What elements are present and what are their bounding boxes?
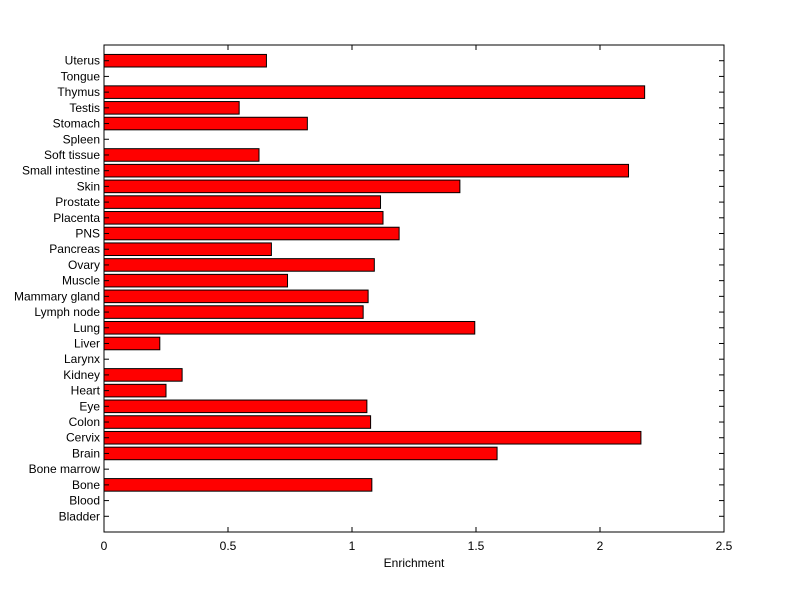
y-tick-label-colon: Colon [69,415,100,429]
bar-placenta [103,211,384,225]
bar-liver [103,336,161,351]
bar-heart [103,383,167,398]
y-tick-label-ovary: Ovary [68,258,100,272]
y-tick-label-lymph-node: Lymph node [34,305,100,319]
y-tick-label-spleen: Spleen [63,132,100,146]
y-tick-label-kidney: Kidney [63,368,100,382]
x-tick-label-4: 2 [597,539,604,553]
y-tick-label-bone-marrow: Bone marrow [29,462,101,476]
y-tick-label-tongue: Tongue [61,69,101,83]
y-tick-label-larynx: Larynx [64,352,100,366]
bar-colon [103,415,372,429]
bar-lymph-node [103,305,364,319]
y-tick-label-skin: Skin [77,179,100,193]
y-tick-label-liver: Liver [74,336,100,350]
plot-frame [103,44,725,533]
bar-prostate [103,195,382,209]
y-tick-label-placenta: Placenta [53,211,100,225]
y-tick-label-muscle: Muscle [62,274,100,288]
x-tick-label-1: 0.5 [220,539,237,553]
y-tick-label-cervix: Cervix [66,431,100,445]
y-tick-label-heart: Heart [71,384,101,398]
y-tick-label-pns: PNS [75,227,100,241]
x-tick-label-5: 2.5 [716,539,733,553]
y-tick-label-blood: Blood [69,494,100,508]
y-tick-label-uterus: Uterus [65,54,100,68]
bar-eye [103,399,368,414]
bar-skin [103,179,461,194]
y-tick-label-stomach: Stomach [53,117,100,131]
y-tick-label-bladder: Bladder [59,509,100,523]
y-tick-label-small-intestine: Small intestine [22,164,100,178]
bar-kidney [103,368,183,382]
y-tick-label-pancreas: Pancreas [49,242,100,256]
bar-brain [103,446,498,461]
x-tick-label-0: 0 [101,539,108,553]
bar-pns [103,226,400,241]
y-tick-label-lung: Lung [73,321,100,335]
y-tick-label-testis: Testis [69,101,100,115]
y-tick-label-bone: Bone [72,478,100,492]
x-tick-label-3: 1.5 [468,539,485,553]
y-tick-label-thymus: Thymus [57,85,100,99]
bar-ovary [103,258,375,272]
x-tick-label-2: 1 [349,539,356,553]
bar-muscle [103,273,289,288]
bar-soft-tissue [103,148,260,162]
y-tick-label-mammary-gland: Mammary gland [14,289,100,303]
y-tick-label-eye: Eye [79,399,100,413]
x-axis-ticks: 0 0.5 1 1.5 2 2.5 [101,45,733,553]
bar-bone [103,478,373,492]
bar-small-intestine [103,163,630,178]
y-tick-label-soft-tissue: Soft tissue [44,148,100,162]
bar-stomach [103,116,308,131]
y-tick-label-brain: Brain [72,446,100,460]
bar-pancreas [103,242,272,257]
y-tick-label-prostate: Prostate [55,195,100,209]
bar-testis [103,101,240,115]
bar-lung [103,320,476,335]
x-axis-label: Enrichment [384,556,445,570]
bar-mammary-gland [103,289,369,304]
bar-cervix [103,430,642,445]
bar-thymus [103,85,646,99]
bar-uterus [103,53,267,68]
